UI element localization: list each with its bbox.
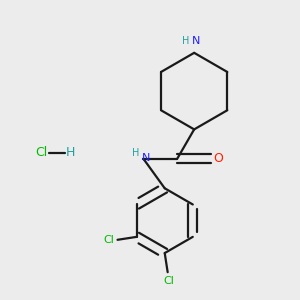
Text: Cl: Cl <box>103 235 114 245</box>
Text: N: N <box>142 152 150 163</box>
Text: Cl: Cl <box>164 276 175 286</box>
Text: N: N <box>191 36 200 46</box>
Text: H: H <box>132 148 139 158</box>
Text: H: H <box>182 36 190 46</box>
Text: H: H <box>66 146 75 159</box>
Text: Cl: Cl <box>35 146 47 159</box>
Text: O: O <box>214 152 224 165</box>
